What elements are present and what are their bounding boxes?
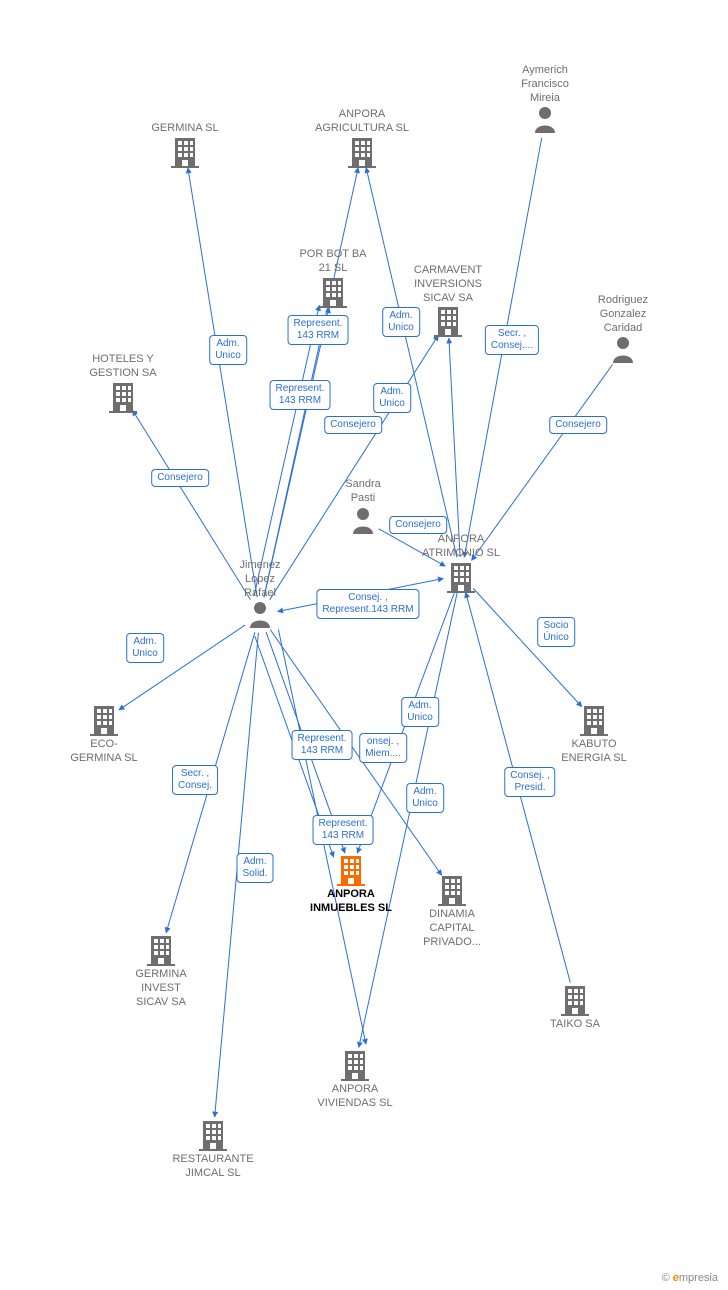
brand-name: mpresia — [679, 1272, 718, 1284]
building-icon — [402, 874, 502, 906]
person-node-jimenez[interactable]: JimenezLopezRafael — [210, 557, 310, 628]
edge-label: Adm. Unico — [382, 307, 420, 337]
company-node-kabuto[interactable]: KABUTOENERGIA SL — [544, 704, 644, 766]
company-node-hoteles[interactable]: HOTELES YGESTION SA — [73, 351, 173, 413]
node-label: ANPORAAGRICULTURA SL — [312, 108, 412, 136]
edge-label: Secr. , Consej. — [172, 765, 218, 795]
edge-label: Represent. 143 RRM — [270, 380, 331, 410]
building-icon — [54, 704, 154, 736]
node-label: AymerichFranciscoMireia — [495, 64, 595, 105]
node-label: ANPORAVIVIENDAS SL — [305, 1083, 405, 1111]
node-label: JimenezLopezRafael — [210, 559, 310, 600]
edge-label: Adm. Unico — [401, 697, 439, 727]
node-label: RodriguezGonzalezCaridad — [573, 294, 673, 335]
copyright-symbol: © — [662, 1272, 670, 1284]
building-icon — [163, 1119, 263, 1151]
edge-label: Consejero — [549, 416, 607, 434]
node-label: CARMAVENTINVERSIONSSICAV SA — [398, 264, 498, 305]
building-icon — [305, 1049, 405, 1081]
node-label: HOTELES YGESTION SA — [73, 353, 173, 381]
node-label: ECO-GERMINA SL — [54, 738, 154, 766]
building-icon — [544, 704, 644, 736]
edge-label: Consejero — [151, 469, 209, 487]
company-node-germina_sl[interactable]: GERMINA SL — [135, 120, 235, 168]
person-node-aymerich[interactable]: AymerichFranciscoMireia — [495, 62, 595, 133]
edge-label: Consejero — [324, 416, 382, 434]
edge-label: Secr. , Consej.... — [485, 325, 539, 355]
edge — [359, 593, 457, 1048]
building-icon — [301, 854, 401, 886]
edge — [473, 588, 582, 706]
building-icon — [73, 381, 173, 413]
node-label: GERMINA SL — [135, 122, 235, 136]
edge — [449, 338, 460, 557]
edge-label: Consejero — [389, 516, 447, 534]
node-label: GERMINAINVESTSICAV SA — [111, 968, 211, 1009]
node-label: RESTAURANTEJIMCAL SL — [163, 1153, 263, 1181]
edge-label: Adm. Solid. — [236, 853, 273, 883]
edge-label: Represent. 143 RRM — [313, 815, 374, 845]
company-node-restaurante[interactable]: RESTAURANTEJIMCAL SL — [163, 1119, 263, 1181]
company-node-anpora_agri[interactable]: ANPORAAGRICULTURA SL — [312, 106, 412, 168]
building-icon — [283, 276, 383, 308]
edge-label: onsej. , Miem.... — [359, 733, 407, 763]
node-label: SandraPasti — [313, 478, 413, 506]
edge-label: Adm. Unico — [406, 783, 444, 813]
node-label: ANPORAATRIMONIO SL — [411, 533, 511, 561]
node-label: TAIKO SA — [525, 1018, 625, 1032]
company-node-eco_germina[interactable]: ECO-GERMINA SL — [54, 704, 154, 766]
company-node-anpora_viviendas[interactable]: ANPORAVIVIENDAS SL — [305, 1049, 405, 1111]
person-node-rodriguez[interactable]: RodriguezGonzalezCaridad — [573, 292, 673, 363]
person-icon — [495, 105, 595, 133]
node-label: ANPORAINMUEBLES SL — [301, 888, 401, 916]
company-node-dinamia[interactable]: DINAMIACAPITALPRIVADO... — [402, 874, 502, 949]
person-icon — [210, 600, 310, 628]
edge — [264, 308, 329, 598]
person-icon — [573, 335, 673, 363]
company-node-germina_invest[interactable]: GERMINAINVESTSICAV SA — [111, 934, 211, 1009]
edge-label: Socio Único — [537, 617, 575, 647]
edge-label: Consej. , Presid. — [504, 767, 555, 797]
edge-label: Represent. 143 RRM — [292, 730, 353, 760]
node-label: KABUTOENERGIA SL — [544, 738, 644, 766]
edge-label: Adm. Unico — [126, 633, 164, 663]
footer-credit: © empresia — [662, 1272, 718, 1284]
company-node-taiko[interactable]: TAIKO SA — [525, 984, 625, 1032]
edge-label: Consej. , Represent.143 RRM — [316, 589, 419, 619]
edge — [188, 168, 257, 597]
node-label: POR BOT BA21 SL — [283, 248, 383, 276]
building-icon — [135, 136, 235, 168]
company-node-anpora_patri[interactable]: ANPORAATRIMONIO SL — [411, 531, 511, 593]
building-icon — [411, 561, 511, 593]
edge-label: Adm. Unico — [209, 335, 247, 365]
company-node-por_bot_ba[interactable]: POR BOT BA21 SL — [283, 246, 383, 308]
node-label: DINAMIACAPITALPRIVADO... — [402, 908, 502, 949]
edge-label: Adm. Unico — [373, 383, 411, 413]
building-icon — [111, 934, 211, 966]
edge — [254, 305, 319, 595]
building-icon — [312, 136, 412, 168]
edge-label: Represent. 143 RRM — [288, 315, 349, 345]
company-node-anpora_inmuebles[interactable]: ANPORAINMUEBLES SL — [301, 854, 401, 916]
building-icon — [525, 984, 625, 1016]
